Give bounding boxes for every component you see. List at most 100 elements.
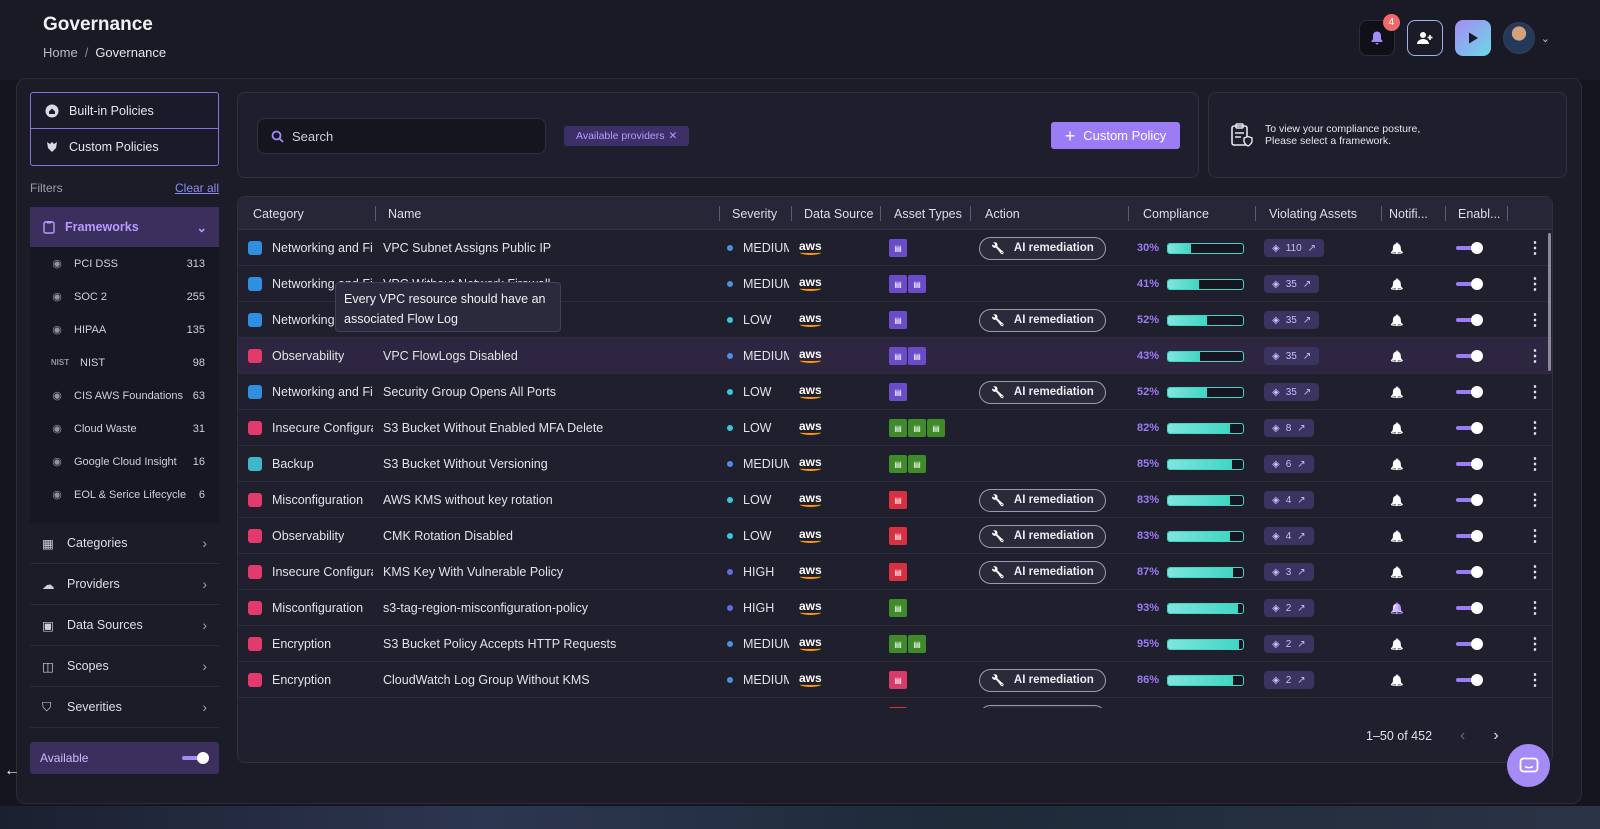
table-row[interactable]: Misconfiguration s3-tag-region-misconfigu… <box>238 590 1552 626</box>
framework-item[interactable]: ◉ EOL & Serice Lifecycle 6 <box>30 478 219 511</box>
violating-assets-link[interactable]: ◈ 35 ↗ <box>1264 275 1320 293</box>
notification-bell-icon[interactable]: 🔔 <box>1390 422 1404 435</box>
close-icon[interactable]: ✕ <box>668 130 678 142</box>
policy-name[interactable]: KMS Key With Vulnerable Policy <box>383 565 564 579</box>
enable-toggle[interactable] <box>1456 673 1483 687</box>
column-separator[interactable] <box>791 206 792 221</box>
policy-name[interactable]: CloudWatch Log Group Without KMS <box>383 673 590 687</box>
policy-name[interactable]: CMK Rotation Disabled <box>383 529 513 543</box>
enable-toggle[interactable] <box>1456 565 1483 579</box>
table-row[interactable]: aws ▤ 🔧AI remediation 🔔 ⋮ <box>238 698 1552 708</box>
more-options-icon[interactable]: ⋮ <box>1527 662 1537 698</box>
column-header[interactable]: Severity <box>732 207 778 221</box>
notification-bell-icon[interactable]: 🔔 <box>1390 386 1404 399</box>
framework-item[interactable]: ◉ Cloud Waste 31 <box>30 412 219 445</box>
search-box[interactable] <box>257 118 546 154</box>
violating-assets-link[interactable]: ◈ 3 ↗ <box>1264 563 1314 581</box>
more-options-icon[interactable]: ⋮ <box>1527 374 1537 410</box>
ai-remediation-button[interactable]: 🔧 AI remediation <box>979 236 1106 260</box>
add-user-button[interactable] <box>1406 20 1443 56</box>
enable-toggle[interactable] <box>1456 313 1483 327</box>
more-options-icon[interactable]: ⋮ <box>1527 626 1537 662</box>
enable-toggle[interactable] <box>1456 349 1483 363</box>
column-separator[interactable] <box>375 206 376 221</box>
column-separator[interactable] <box>1507 206 1508 221</box>
column-header[interactable]: Enabl... <box>1458 207 1501 221</box>
notification-bell-icon[interactable]: 🔔 <box>1390 242 1404 255</box>
next-page-icon[interactable]: › <box>1493 727 1499 744</box>
filter-group-categories[interactable]: ▦ Categories › <box>30 523 219 564</box>
violating-assets-link[interactable]: ◈ 2 ↗ <box>1264 635 1314 653</box>
chevron-down-icon[interactable]: ⌄ <box>1540 32 1550 45</box>
play-button[interactable] <box>1454 20 1491 56</box>
filter-group-data-sources[interactable]: ▣ Data Sources › <box>30 605 219 646</box>
table-row[interactable]: Insecure Configurati S3 Bucket Without En… <box>238 410 1552 446</box>
column-separator[interactable] <box>1128 206 1129 221</box>
enable-toggle[interactable] <box>1456 457 1483 471</box>
violating-assets-link[interactable]: ◈ 110 ↗ <box>1264 239 1325 257</box>
table-row[interactable]: Encryption CloudWatch Log Group Without K… <box>238 662 1552 698</box>
violating-assets-link[interactable]: ◈ 8 ↗ <box>1264 419 1314 437</box>
table-row[interactable]: Networking and Fire Security Group Opens … <box>238 374 1552 410</box>
notification-bell-icon[interactable]: 🔔 <box>1390 638 1404 651</box>
violating-assets-link[interactable]: ◈ 35 ↗ <box>1264 311 1320 329</box>
column-header[interactable]: Name <box>388 207 422 221</box>
notification-bell-icon[interactable]: 🔔 <box>1390 458 1404 471</box>
table-row[interactable]: Insecure Configurati KMS Key With Vulnera… <box>238 554 1552 590</box>
enable-toggle[interactable] <box>1456 385 1483 399</box>
column-separator[interactable] <box>719 206 720 221</box>
available-toggle[interactable] <box>182 751 209 765</box>
custom-policy-button[interactable]: + Custom Policy <box>1051 122 1180 149</box>
table-row[interactable]: Backup S3 Bucket Without Versioning MEDIUM… <box>238 446 1552 482</box>
ai-remediation-button[interactable]: 🔧 AI remediation <box>979 308 1106 332</box>
violating-assets-link[interactable]: ◈ 4 ↗ <box>1264 527 1314 545</box>
more-options-icon[interactable]: ⋮ <box>1527 302 1537 338</box>
enable-toggle[interactable] <box>1456 637 1483 651</box>
policy-name[interactable] <box>383 698 713 708</box>
framework-item[interactable]: ◉ Google Cloud Insight 16 <box>30 445 219 478</box>
policy-name[interactable]: AWS KMS without key rotation <box>383 493 553 507</box>
policy-name[interactable]: VPC FlowLogs Disabled <box>383 349 518 363</box>
user-menu[interactable]: ⌄ <box>1502 22 1550 54</box>
framework-item[interactable]: ◉ HIPAA 135 <box>30 313 219 346</box>
more-options-icon[interactable]: ⋮ <box>1527 698 1537 708</box>
column-separator[interactable] <box>880 206 881 221</box>
more-options-icon[interactable]: ⋮ <box>1527 482 1537 518</box>
more-options-icon[interactable]: ⋮ <box>1527 590 1537 626</box>
ai-remediation-button[interactable]: 🔧 AI remediation <box>979 380 1106 404</box>
table-scrollbar[interactable] <box>1548 233 1551 371</box>
notification-bell-icon[interactable]: 🔔 <box>1390 698 1408 708</box>
chat-button[interactable] <box>1507 744 1550 787</box>
violating-assets-link[interactable]: ◈ 35 ↗ <box>1264 383 1320 401</box>
table-row[interactable]: Observability CMK Rotation Disabled LOW aws… <box>238 518 1552 554</box>
column-separator[interactable] <box>1381 206 1382 221</box>
column-separator[interactable] <box>970 206 971 221</box>
more-options-icon[interactable]: ⋮ <box>1527 230 1537 266</box>
breadcrumb-home[interactable]: Home <box>43 45 78 60</box>
enable-toggle[interactable] <box>1456 421 1483 435</box>
filter-group-providers[interactable]: ☁ Providers › <box>30 564 219 605</box>
notification-bell-icon[interactable]: 🔔 <box>1390 674 1404 687</box>
notification-bell-icon[interactable]: 🔔 <box>1390 350 1404 363</box>
table-row[interactable]: Misconfiguration AWS KMS without key rota… <box>238 482 1552 518</box>
framework-item[interactable]: NIST NIST 98 <box>30 346 219 379</box>
framework-item[interactable]: ◉ CIS AWS Foundations 63 <box>30 379 219 412</box>
enable-toggle[interactable] <box>1456 493 1483 507</box>
filter-group-scopes[interactable]: ◫ Scopes › <box>30 646 219 687</box>
frameworks-toggle[interactable]: Frameworks ⌄ <box>30 207 219 247</box>
more-options-icon[interactable]: ⋮ <box>1527 266 1537 302</box>
violating-assets-link[interactable]: ◈ 2 ↗ <box>1264 671 1314 689</box>
column-header[interactable]: Data Source <box>804 207 874 221</box>
column-separator[interactable] <box>1445 206 1446 221</box>
filter-group-severities[interactable]: ⛉ Severities › <box>30 687 219 728</box>
table-row[interactable]: Encryption S3 Bucket Policy Accepts HTTP … <box>238 626 1552 662</box>
policy-name[interactable]: S3 Bucket Without Versioning <box>383 457 548 471</box>
more-options-icon[interactable]: ⋮ <box>1527 518 1537 554</box>
column-header[interactable]: Compliance <box>1143 207 1210 221</box>
clear-all-link[interactable]: Clear all <box>174 181 219 195</box>
available-providers-toggle-row[interactable]: Available <box>30 742 219 774</box>
enable-toggle[interactable] <box>1456 277 1483 291</box>
enable-toggle[interactable] <box>1456 241 1483 255</box>
violating-assets-link[interactable]: ◈ 2 ↗ <box>1264 599 1314 617</box>
avatar[interactable] <box>1502 22 1535 54</box>
